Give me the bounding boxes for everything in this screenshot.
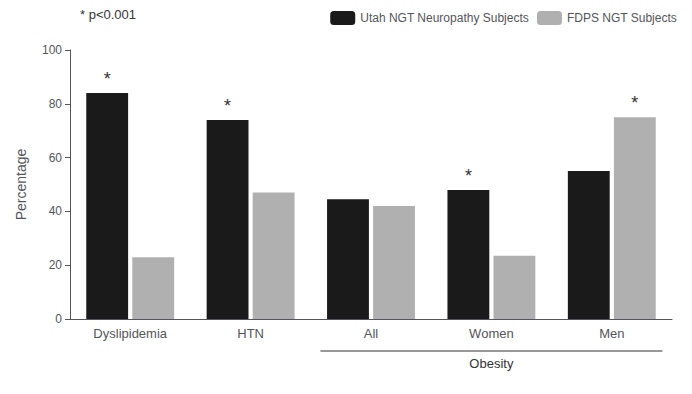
svg-text:20: 20 — [49, 258, 63, 272]
svg-text:Women: Women — [469, 326, 514, 341]
svg-text:*: * — [465, 166, 472, 186]
svg-text:*: * — [631, 93, 638, 113]
svg-text:All: All — [364, 326, 379, 341]
svg-text:Utah NGT Neuropathy Subjects: Utah NGT Neuropathy Subjects — [360, 11, 529, 25]
svg-text:Obesity: Obesity — [469, 356, 514, 371]
svg-text:Men: Men — [599, 326, 624, 341]
svg-text:0: 0 — [55, 312, 62, 326]
svg-text:Dyslipidemia: Dyslipidemia — [93, 326, 167, 341]
svg-text:HTN: HTN — [237, 326, 264, 341]
svg-text:60: 60 — [49, 151, 63, 165]
svg-text:FDPS NGT Subjects: FDPS NGT Subjects — [567, 11, 677, 25]
svg-text:* p<0.001: * p<0.001 — [80, 7, 136, 22]
svg-text:*: * — [104, 69, 111, 89]
svg-text:100: 100 — [42, 43, 62, 57]
svg-text:40: 40 — [49, 204, 63, 218]
svg-text:Percentage: Percentage — [13, 148, 29, 220]
svg-text:*: * — [224, 96, 231, 116]
svg-text:80: 80 — [49, 97, 63, 111]
